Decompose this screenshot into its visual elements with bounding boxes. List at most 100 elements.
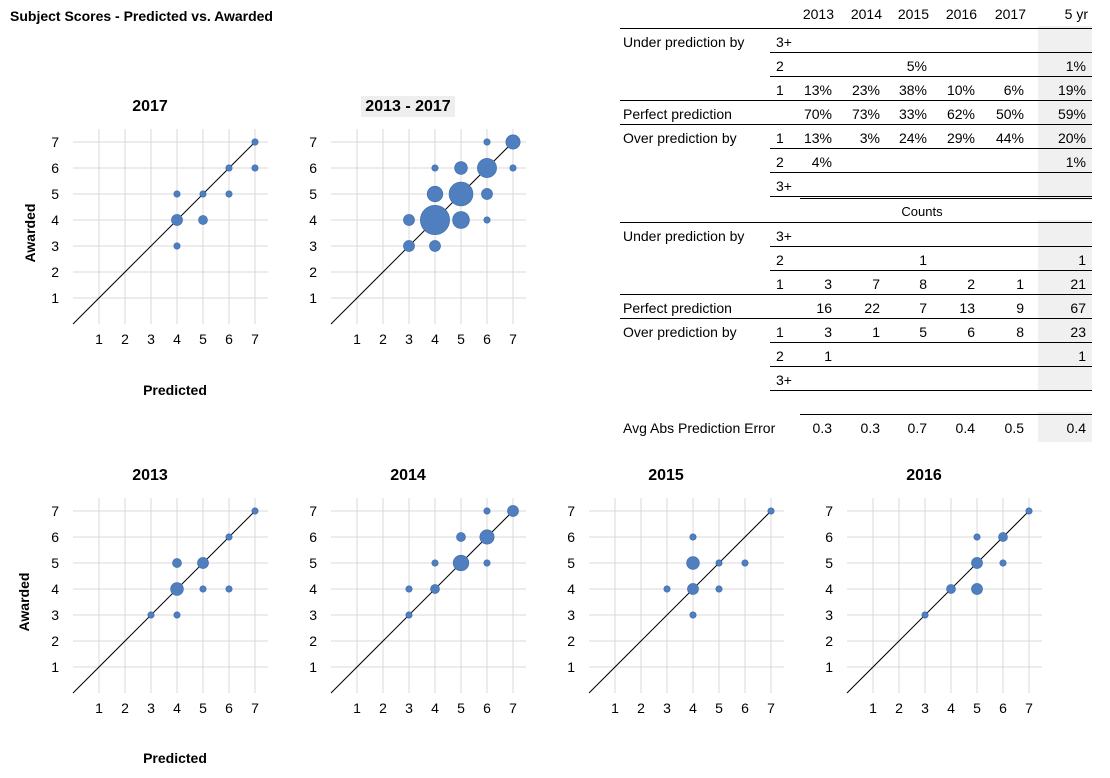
data-bubble [971,583,983,595]
data-bubble [483,216,491,224]
x-tick-label: 2 [637,700,645,716]
column-header: 2015 [897,6,929,22]
row-level: 2 [776,58,784,74]
row-level: 3+ [776,228,792,244]
table-rule [770,366,1092,367]
table-rule [620,100,1092,101]
table-cell: 21 [1070,276,1086,292]
data-bubble [403,214,415,226]
data-bubble [197,557,209,569]
table-cell: 19% [1057,82,1086,98]
table-cell: 5% [906,58,927,74]
table-cell: 38% [898,82,927,98]
table-cell: 44% [995,130,1024,146]
y-tick-label: 1 [51,659,59,675]
error-row: Avg Abs Prediction Error 0.3 0.3 0.7 0.4 0.5 0… [620,416,1092,440]
data-bubble [507,505,519,517]
table-rule [770,52,1092,53]
table-cell: 0.4 [1066,420,1086,436]
x-tick-label: 5 [199,700,207,716]
x-tick-label: 5 [973,700,981,716]
table-row: 3+ [620,174,1092,198]
five-year-shade [1038,220,1092,390]
y-tick-label: 5 [825,555,833,571]
row-level: 2 [776,252,784,268]
y-tick-label: 4 [51,581,59,597]
y-tick-label: 7 [51,503,59,519]
x-tick-label: 3 [405,331,413,347]
table-rule [770,342,1092,343]
data-bubble [448,181,474,207]
data-bubble [454,161,468,175]
x-tick-label: 6 [225,331,233,347]
table-cell: 6 [967,324,975,340]
table-cell: 0.7 [907,420,927,436]
y-tick-label: 1 [825,659,833,675]
plot-canvas: 1 1 2 2 3 3 4 4 5 5 6 6 7 7 [567,498,784,716]
x-tick-label: 7 [509,700,517,716]
table-cell: 3 [824,324,832,340]
table-row: 1 3 7 8 2 1 21 [620,272,1092,296]
table-row: Perfect prediction 16 22 7 13 9 67 [620,296,1092,320]
data-bubble [689,611,697,619]
table-row: Under prediction by 3+ [620,30,1092,54]
y-tick-label: 5 [51,555,59,571]
plot-title: 2014 [390,467,426,484]
x-tick-label: 7 [251,700,259,716]
x-tick-label: 6 [999,700,1007,716]
data-bubble [198,215,208,225]
x-tick-label: 2 [379,331,387,347]
plot-title: 2016 [906,467,942,484]
table-cell: 1 [919,252,927,268]
table-cell: 7 [872,276,880,292]
y-axis-label-top: Awarded [22,203,38,263]
table-rule [620,294,1092,295]
x-tick-label: 4 [173,700,181,716]
table-row: Under prediction by 3+ [620,224,1092,248]
data-bubble [431,164,439,172]
x-tick-label: 1 [95,700,103,716]
y-tick-label: 5 [309,186,317,202]
data-bubble [509,164,517,172]
gridlines [73,129,268,324]
table-cell: 23 [1070,324,1086,340]
table-cell: 16 [816,300,832,316]
x-tick-label: 5 [199,331,207,347]
row-level: 3+ [776,372,792,388]
gridlines [331,498,526,693]
table-rule [770,390,1092,391]
row-level: 3+ [776,34,792,50]
x-tick-label: 3 [147,331,155,347]
page-title: Subject Scores - Predicted vs. Awarded [10,8,273,24]
y-tick-label: 7 [51,134,59,150]
y-tick-label: 6 [567,529,575,545]
table-cell: 62% [946,106,975,122]
table-cell: 1 [1078,348,1086,364]
row-label: Over prediction by [623,130,737,146]
table-rule [770,246,1092,247]
plot-canvas: 1 1 2 2 3 3 4 4 5 5 6 6 7 7 [51,498,268,716]
table-cell: 73% [851,106,880,122]
data-bubble [741,559,749,567]
x-tick-label: 6 [483,700,491,716]
table-cell: 1 [1078,252,1086,268]
table-row: Over prediction by 1 13% 3% 24% 29% 44% 20% [620,126,1092,150]
y-tick-label: 3 [309,607,317,623]
x-tick-label: 1 [353,700,361,716]
row-level: 2 [776,154,784,170]
x-tick-label: 6 [225,700,233,716]
y-tick-label: 2 [309,633,317,649]
table-row: 2 4% 1% [620,150,1092,174]
y-tick-label: 4 [309,212,317,228]
table-cell: 0.3 [860,420,880,436]
column-header: 2013 [802,6,834,22]
x-tick-label: 3 [663,700,671,716]
plot-canvas: 1 1 2 2 3 3 4 4 5 5 6 6 7 7 [51,129,268,347]
plot-title: 2015 [648,467,684,484]
data-bubble [173,611,181,619]
table-cell: 1 [1016,276,1024,292]
scatter-plot-2016: 2016 1 1 2 2 3 3 4 4 5 5 6 6 7 7 [814,467,1074,727]
y-tick-label: 2 [309,264,317,280]
table-cell: 9 [1016,300,1024,316]
table-rule [770,196,1092,197]
